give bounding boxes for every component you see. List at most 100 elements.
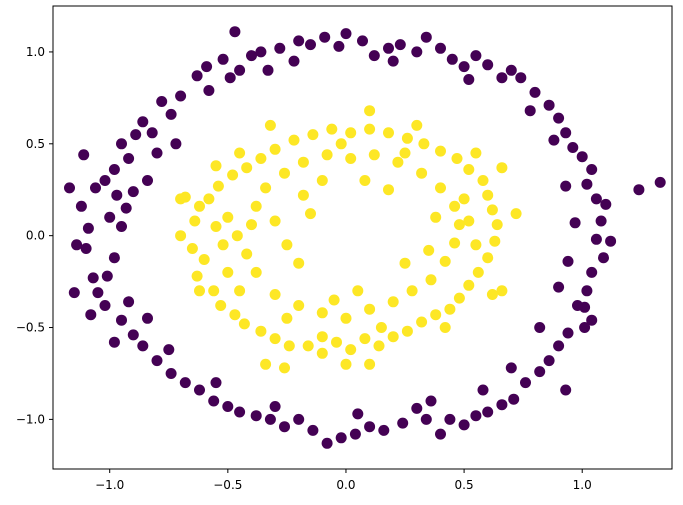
scatter-point — [246, 50, 257, 62]
scatter-point — [222, 401, 234, 412]
scatter-point — [229, 309, 241, 321]
scatter-point — [116, 314, 127, 326]
scatter-point — [534, 366, 546, 378]
scatter-point — [170, 138, 182, 150]
scatter-point — [80, 243, 92, 254]
scatter-point — [203, 85, 215, 96]
scatter-point — [567, 142, 579, 153]
scatter-point — [423, 244, 435, 256]
y-tick-label: 0.0 — [26, 229, 45, 243]
scatter-point — [92, 287, 104, 299]
scatter-point — [548, 134, 560, 146]
scatter-point — [269, 401, 281, 412]
scatter-point — [562, 327, 574, 339]
scatter-point — [316, 347, 328, 359]
scatter-point — [383, 127, 394, 139]
scatter-point — [470, 239, 482, 251]
scatter-point — [482, 406, 494, 418]
scatter-point — [505, 64, 517, 76]
scatter-point — [399, 147, 411, 159]
scatter-point — [463, 215, 475, 227]
scatter-point — [416, 167, 428, 179]
scatter-point — [281, 312, 293, 324]
scatter-point — [260, 358, 272, 370]
scatter-point — [435, 182, 446, 194]
scatter-point — [215, 300, 227, 311]
scatter-point — [425, 274, 437, 286]
scatter-point — [335, 432, 347, 444]
scatter-point — [463, 164, 475, 175]
scatter-point — [416, 316, 428, 328]
scatter-point — [194, 200, 205, 212]
scatter-point — [293, 413, 305, 425]
scatter-point — [279, 167, 290, 179]
scatter-point — [127, 329, 139, 341]
scatter-point — [175, 193, 187, 205]
scatter-point — [560, 180, 572, 192]
scatter-point — [553, 112, 565, 124]
scatter-point — [297, 189, 309, 201]
scatter-point — [210, 377, 222, 389]
x-tick-label: 0.5 — [455, 478, 474, 492]
x-tick-label: −1.0 — [95, 478, 124, 492]
scatter-point — [368, 50, 380, 62]
scatter-point — [335, 138, 347, 150]
scatter-point — [595, 215, 607, 227]
scatter-point — [581, 285, 593, 297]
scatter-point — [210, 221, 222, 232]
scatter-point — [510, 208, 522, 220]
scatter-point — [401, 132, 413, 144]
scatter-point — [316, 175, 328, 186]
scatter-point — [194, 384, 205, 396]
scatter-point — [605, 235, 617, 247]
scatter-point — [569, 217, 581, 229]
scatter-point — [255, 325, 267, 337]
scatter-point — [529, 86, 541, 98]
scatter-point — [394, 39, 406, 51]
scatter-point — [489, 235, 501, 247]
scatter-point — [430, 211, 442, 223]
scatter-point — [264, 413, 276, 425]
scatter-point — [345, 127, 357, 139]
scatter-point — [553, 340, 565, 352]
scatter-point — [458, 61, 470, 73]
scatter-point — [444, 413, 456, 425]
scatter-point — [463, 279, 475, 291]
scatter-point — [477, 384, 489, 396]
scatter-point — [477, 175, 489, 186]
scatter-point — [146, 127, 158, 139]
scatter-point — [316, 307, 328, 319]
scatter-point — [250, 410, 262, 422]
scatter-point — [590, 193, 602, 205]
scatter-point — [560, 384, 572, 396]
scatter-point — [234, 406, 246, 418]
scatter-point — [439, 255, 451, 267]
scatter-point — [491, 219, 503, 231]
scatter-point — [210, 160, 222, 172]
scatter-point — [104, 211, 116, 223]
scatter-point — [279, 421, 290, 433]
y-tick-label: 1.0 — [26, 45, 45, 59]
scatter-point — [496, 72, 508, 84]
scatter-point — [179, 377, 191, 389]
scatter-point — [340, 28, 352, 40]
scatter-point — [142, 175, 153, 186]
scatter-point — [274, 42, 286, 54]
scatter-point — [364, 303, 376, 315]
scatter-point — [586, 164, 598, 175]
scatter-point — [553, 281, 565, 293]
scatter-point — [411, 119, 423, 131]
scatter-point — [241, 248, 253, 260]
scatter-point — [326, 123, 338, 135]
scatter-point — [508, 393, 520, 405]
scatter-point — [191, 270, 203, 282]
scatter-point — [234, 64, 246, 76]
scatter-point — [482, 252, 494, 264]
scatter-point — [262, 64, 274, 76]
plot-area — [53, 6, 672, 469]
scatter-point — [496, 162, 508, 174]
scatter-point — [543, 99, 555, 111]
scatter-point — [486, 289, 498, 300]
scatter-point — [217, 239, 229, 251]
